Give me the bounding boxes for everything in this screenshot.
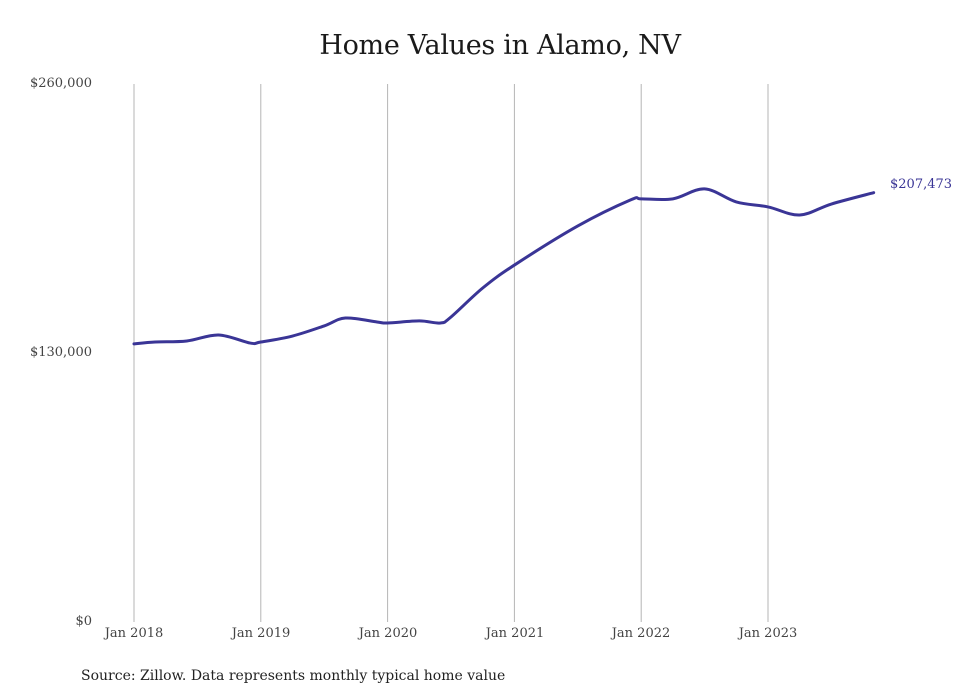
x-tick-jan-2021: Jan 2021 [485,626,545,641]
source-note: Source: Zillow. Data represents monthly … [81,668,506,684]
y-tick-130000: $130,000 [29,345,92,360]
x-tick-jan-2018: Jan 2018 [104,626,164,641]
x-tick-jan-2020: Jan 2020 [358,626,418,641]
x-tick-jan-2022: Jan 2022 [611,626,671,641]
y-tick-260000: $260,000 [29,76,92,91]
chart-title: Home Values in Alamo, NV [319,30,681,61]
home-value-line [132,187,876,346]
vertical-gridlines [133,84,769,622]
y-tick-0: $0 [75,614,92,629]
end-value-label: $207,473 [890,177,953,192]
x-tick-jan-2023: Jan 2023 [738,626,798,641]
x-tick-jan-2019: Jan 2019 [231,626,291,641]
